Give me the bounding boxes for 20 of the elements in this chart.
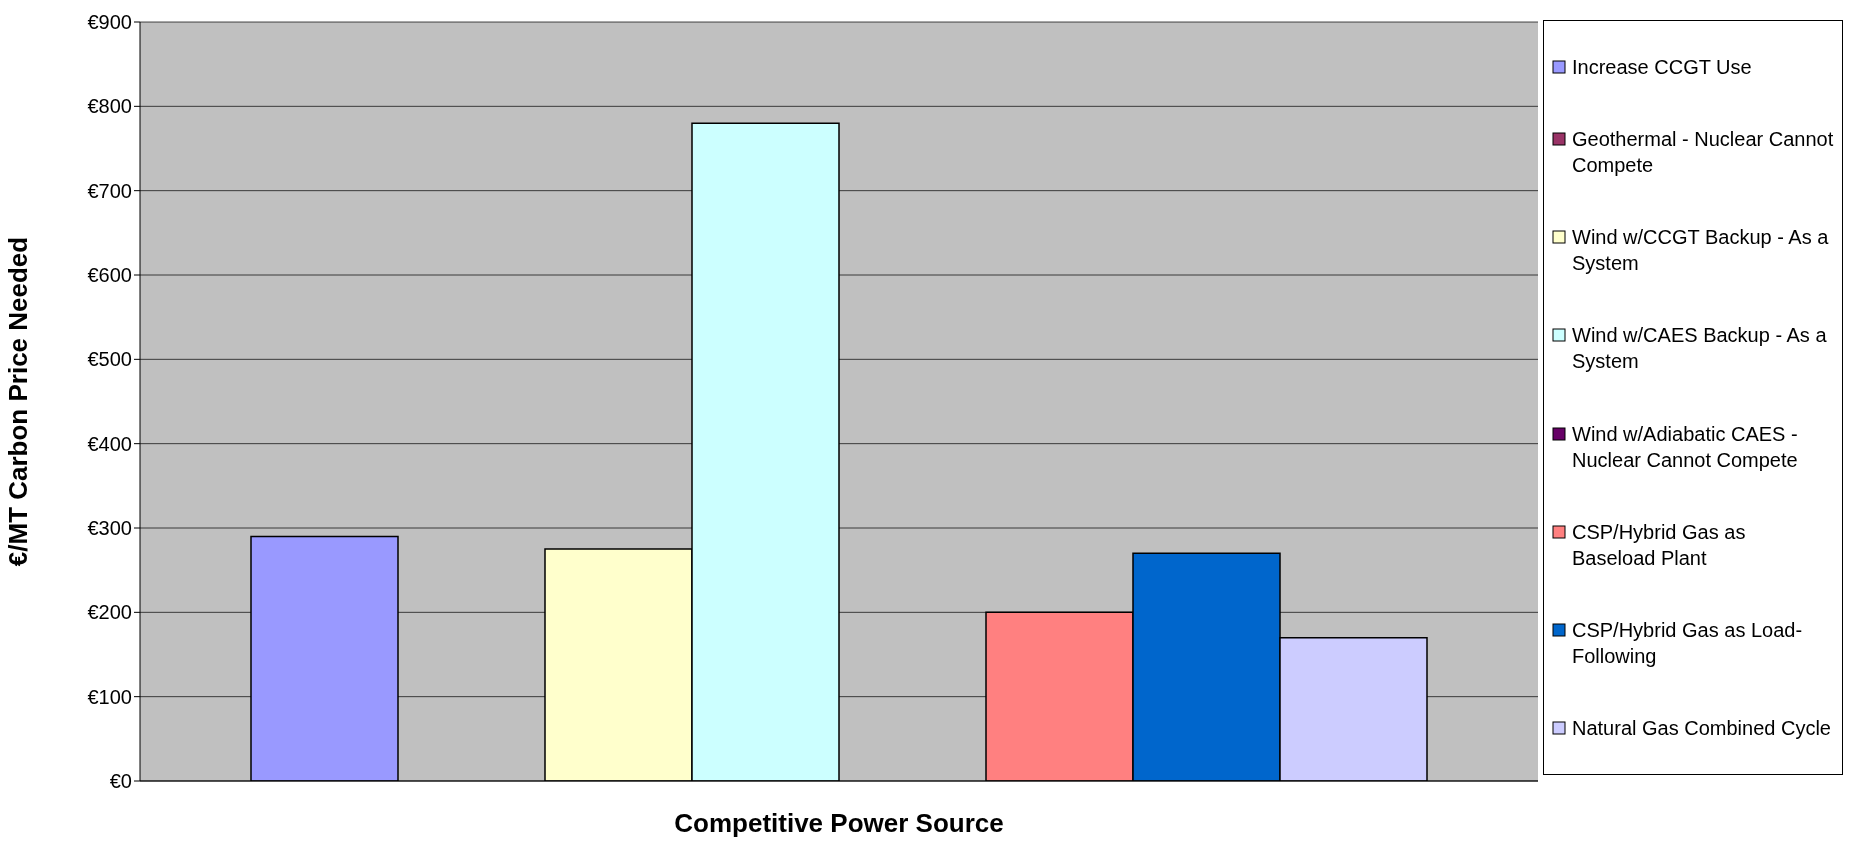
y-tick-label: €0 [109, 770, 132, 793]
legend-label: Wind w/Adiabatic CAES - Nuclear Cannot Compete [1572, 421, 1799, 473]
y-tick-label: €500 [87, 348, 132, 371]
y-tick-label: €600 [87, 264, 132, 287]
y-tick-label: €100 [87, 685, 132, 708]
legend-label: Increase CCGT Use [1572, 55, 1752, 81]
y-tick-label: €400 [87, 432, 132, 455]
y-tick-label: €300 [87, 517, 132, 540]
y-axis-title: €/MT Carbon Price Needed [3, 236, 34, 567]
legend-label: Wind w/CCGT Backup - As a System [1572, 225, 1830, 277]
legend-label: CSP/Hybrid Gas as Load-Following [1572, 617, 1804, 669]
y-tick-label: €900 [87, 11, 132, 34]
legend-label: Wind w/CAES Backup - As a System [1572, 323, 1828, 375]
y-tick-label: €800 [87, 95, 132, 118]
legend-label: Natural Gas Combined Cycle [1572, 715, 1831, 741]
legend-label: Geothermal - Nuclear Cannot Compete [1572, 127, 1834, 179]
y-tick-label: €200 [87, 601, 132, 624]
x-axis-title: Competitive Power Source [673, 808, 1005, 839]
y-tick-label: €700 [87, 179, 132, 202]
legend-label: CSP/Hybrid Gas as Baseload Plant [1572, 519, 1747, 571]
